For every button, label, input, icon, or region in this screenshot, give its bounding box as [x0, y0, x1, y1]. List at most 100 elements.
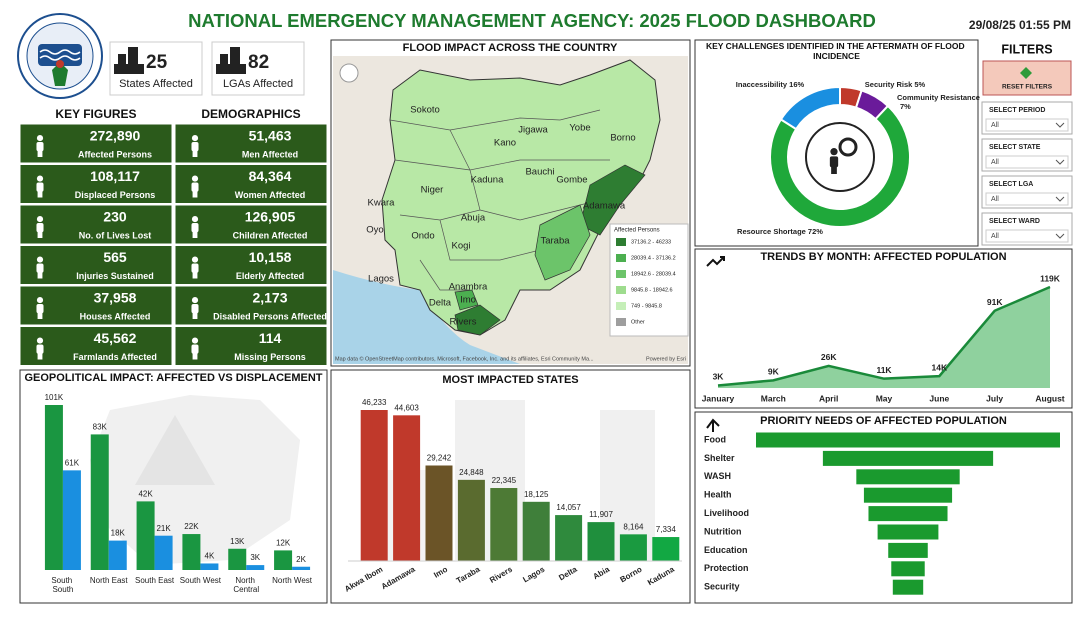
data-label: 7,334	[656, 525, 677, 534]
summary-label: LGAs Affected	[223, 78, 293, 90]
y-tick-label: Livelihood	[704, 508, 749, 518]
icon	[36, 297, 44, 319]
trend-icon	[706, 256, 725, 267]
icon-legs	[37, 150, 43, 157]
legend-swatch	[616, 254, 626, 262]
funnel-bar	[888, 542, 928, 558]
icon-body	[191, 344, 199, 354]
logo	[17, 13, 103, 99]
icon-head	[36, 297, 44, 304]
bar	[154, 535, 173, 570]
chart-title: MOST IMPACTED STATES	[442, 374, 578, 386]
data-label: 4K	[205, 552, 215, 561]
data-label: 14K	[932, 362, 948, 372]
icon	[36, 256, 44, 279]
bar	[393, 415, 421, 561]
icon-legs	[37, 231, 43, 238]
summary-value: 25	[146, 52, 168, 73]
chart-title: PRIORITY NEEDS OF AFFECTED POPULATION	[760, 415, 1007, 427]
bar	[360, 410, 388, 561]
stat-value: 565	[103, 249, 127, 265]
stat-value: 84,364	[249, 168, 292, 184]
x-tick-label: North Central	[233, 576, 259, 594]
icon	[114, 47, 144, 74]
stat-value: 45,562	[94, 330, 137, 346]
icon-building	[128, 47, 138, 74]
data-label: 11K	[876, 365, 892, 375]
map-title: FLOOD IMPACT ACROSS THE COUNTRY	[403, 42, 618, 54]
icon-head	[36, 337, 44, 344]
icon-head	[36, 175, 44, 182]
icon-head	[191, 135, 199, 142]
y-tick-label: Food	[704, 434, 726, 444]
data-label: 83K	[93, 423, 108, 432]
map-sea	[333, 270, 520, 364]
filter-dropdown[interactable]	[985, 155, 1069, 169]
bar	[90, 434, 109, 570]
stat-value: 108,117	[90, 168, 140, 184]
icon	[191, 297, 199, 319]
map-legend-title: Affected Persons	[614, 228, 660, 234]
map-state-mid	[534, 204, 591, 281]
icon-body	[36, 344, 44, 354]
x-tick-label: South East	[135, 576, 175, 585]
donut-label: Resource Shortage 72%	[737, 227, 823, 236]
data-label: 18,125	[524, 490, 549, 499]
donut-slice	[769, 104, 911, 228]
legend-swatch	[616, 318, 626, 326]
filter-dropdown[interactable]	[985, 118, 1069, 132]
icon-head	[191, 216, 199, 223]
stat-card	[174, 123, 328, 164]
stat-label: Children Affected	[233, 230, 308, 240]
data-label: 14,057	[556, 503, 581, 512]
x-tick-label: North East	[90, 576, 129, 585]
icon-body	[191, 304, 199, 314]
x-tick-label: June	[929, 393, 949, 403]
chevron	[1055, 159, 1065, 165]
dashboard-title: NATIONAL EMERGENCY MANAGEMENT AGENCY: 20…	[188, 10, 876, 31]
bar	[490, 488, 518, 561]
y-tick-label: Shelter	[704, 453, 735, 463]
stat-card	[19, 285, 173, 326]
data-label: 42K	[138, 489, 153, 498]
icon-head	[36, 256, 44, 263]
icon-building	[230, 47, 240, 74]
map-label: Oyo	[366, 225, 383, 236]
donut-icon	[805, 122, 875, 192]
icon	[191, 135, 199, 157]
reset-icon	[1020, 67, 1032, 79]
stat-card	[19, 123, 173, 164]
funnel-bar	[877, 524, 939, 540]
donut-label: Inaccessibility 16%	[736, 80, 805, 89]
data-label: 3K	[250, 553, 260, 562]
data-label: 24,848	[459, 468, 484, 477]
stat-card	[19, 326, 173, 366]
icon-head	[191, 256, 199, 263]
map-menu[interactable]	[339, 63, 359, 83]
filter-label: SELECT LGA	[989, 181, 1033, 188]
icon	[36, 337, 44, 360]
filter-dropdown[interactable]	[985, 192, 1069, 206]
line	[717, 285, 1051, 387]
map-label: Imo	[460, 295, 476, 306]
map-label: Jigawa	[518, 125, 548, 136]
filter-label: SELECT STATE	[989, 144, 1041, 151]
y-tick-label: Health	[704, 490, 732, 500]
data-label: 22K	[184, 522, 199, 531]
stat-value: 272,890	[90, 128, 141, 144]
data-label: 11,907	[589, 510, 613, 519]
stat-value: 230	[103, 209, 127, 225]
bar	[44, 405, 63, 570]
icon-legs	[192, 150, 198, 157]
filter-dropdown[interactable]	[985, 229, 1069, 243]
funnel-bar	[891, 561, 925, 577]
x-tick-label: North West	[272, 576, 313, 585]
icon-legs	[192, 312, 198, 319]
icon-legs	[192, 271, 198, 279]
donut-label: Community Resistance 7%	[897, 93, 980, 111]
icon-body	[36, 182, 44, 192]
stat-value: 10,158	[249, 249, 292, 265]
map-label: Anambra	[449, 282, 488, 293]
icon-body	[191, 223, 199, 233]
